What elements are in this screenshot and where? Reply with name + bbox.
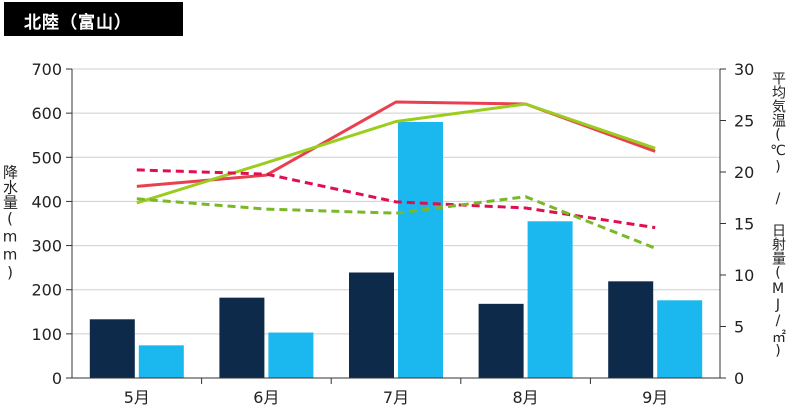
y-right-tick-label: 20 bbox=[734, 163, 754, 182]
y-axis-left-label: 降水量(mm) bbox=[1, 165, 19, 282]
x-tick-label: 5月 bbox=[124, 388, 150, 407]
chart-title: 北陸（富山） bbox=[24, 13, 132, 33]
y-left-tick-label: 600 bbox=[31, 104, 62, 123]
y-axis-right-label: 平均気温(℃) / 日射量(MJ/㎡) bbox=[770, 71, 786, 359]
x-tick-label: 7月 bbox=[383, 388, 409, 407]
x-tick-label: 6月 bbox=[253, 388, 279, 407]
series-line bbox=[136, 102, 656, 205]
tick-labels: 0 100 200 300 400 500 600 700 0 5 10 15 20 25 30 5月 6月 7月… bbox=[31, 60, 754, 407]
bar bbox=[349, 272, 394, 378]
series-line bbox=[136, 195, 656, 250]
y-left-tick-label: 100 bbox=[31, 325, 62, 344]
bar bbox=[268, 332, 314, 378]
x-tick-label: 9月 bbox=[642, 388, 668, 407]
bar bbox=[478, 303, 524, 378]
y-right-tick-label: 30 bbox=[734, 60, 754, 79]
bar bbox=[138, 345, 184, 378]
y-right-tick-label: 5 bbox=[734, 318, 744, 337]
y-left-tick-label: 400 bbox=[31, 192, 62, 211]
bars bbox=[89, 121, 703, 378]
y-left-tick-label: 500 bbox=[31, 148, 62, 167]
series-line bbox=[136, 168, 656, 230]
lines bbox=[136, 100, 656, 250]
bar bbox=[89, 319, 135, 378]
y-right-tick-label: 25 bbox=[734, 112, 754, 131]
bar bbox=[219, 297, 265, 378]
bar bbox=[527, 221, 573, 378]
series-line bbox=[136, 100, 656, 188]
y-left-tick-label: 200 bbox=[31, 281, 62, 300]
bar bbox=[608, 281, 654, 378]
y-right-tick-label: 0 bbox=[734, 369, 744, 388]
axes bbox=[66, 68, 726, 384]
title-banner: 北陸（富山） bbox=[4, 2, 183, 36]
bar bbox=[657, 300, 703, 378]
x-tick-label: 8月 bbox=[513, 388, 539, 407]
y-left-tick-label: 700 bbox=[31, 60, 62, 79]
y-right-tick-label: 10 bbox=[734, 266, 754, 285]
y-right-tick-label: 15 bbox=[734, 215, 754, 234]
y-left-tick-label: 0 bbox=[52, 369, 62, 388]
bar bbox=[398, 121, 443, 378]
y-left-tick-label: 300 bbox=[31, 237, 62, 256]
